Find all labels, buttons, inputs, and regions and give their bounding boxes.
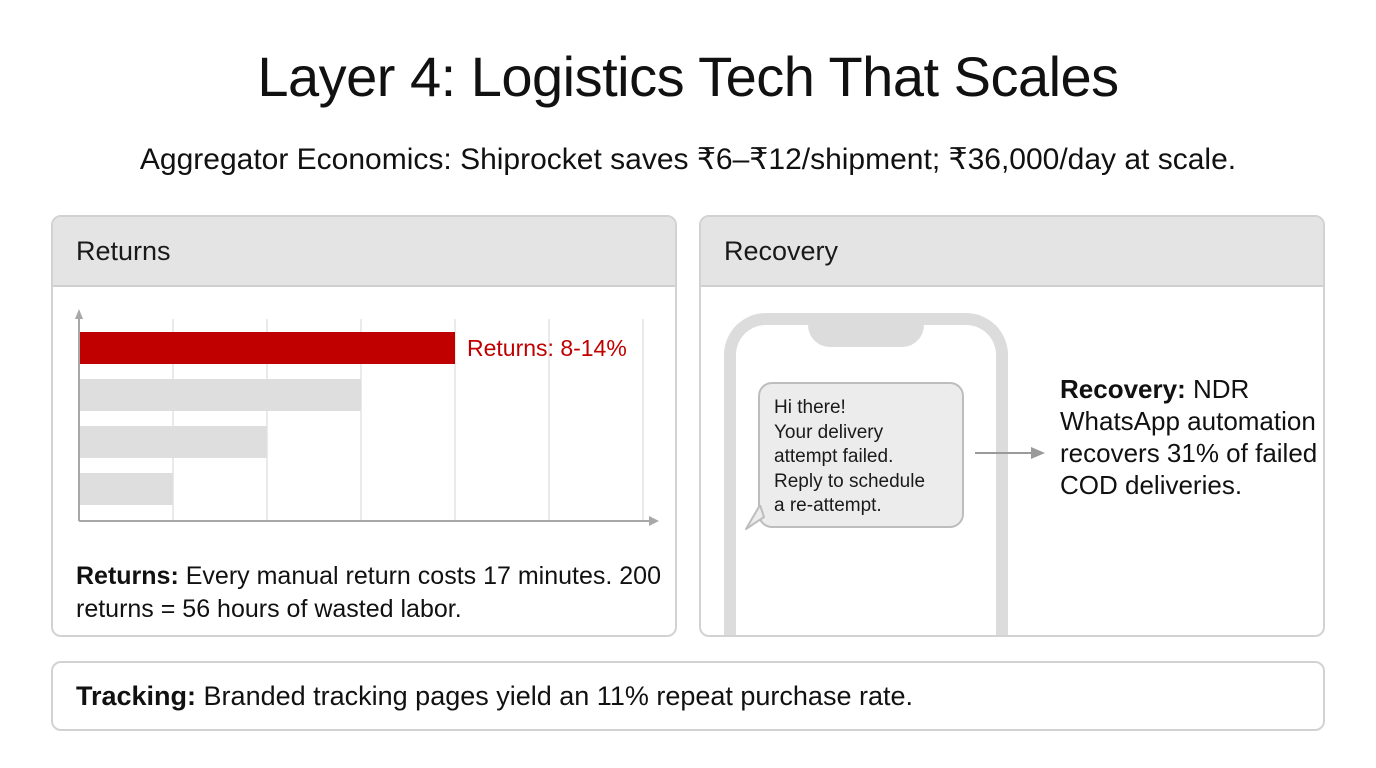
returns-bar-chart: Returns: 8-14% bbox=[75, 309, 659, 526]
message-line: Your delivery bbox=[774, 421, 884, 443]
returns-description-text: Every manual return costs 17 minutes. 20… bbox=[76, 562, 661, 623]
page-title: Layer 4: Logistics Tech That Scales bbox=[257, 45, 1119, 108]
phone-notch bbox=[808, 313, 924, 347]
chart-y-axis-arrow bbox=[75, 309, 83, 319]
recovery-panel-header: Recovery bbox=[701, 217, 1323, 287]
phone-illustration bbox=[724, 313, 1008, 635]
message-line: attempt failed. bbox=[774, 446, 894, 467]
page-subtitle: Aggregator Economics: Shiprocket saves ₹… bbox=[139, 143, 1237, 176]
chart-bar bbox=[79, 426, 267, 458]
recovery-description-text: NDR WhatsApp automation recovers 31% of … bbox=[1060, 374, 1318, 500]
returns-description-label: Returns: bbox=[76, 562, 179, 590]
recovery-description-label: Recovery: bbox=[1060, 374, 1186, 404]
whatsapp-message-bubble: Hi there! Your delivery attempt failed. … bbox=[758, 382, 964, 528]
message-line: Reply to schedule bbox=[774, 470, 926, 492]
recovery-description: Recovery: NDR WhatsApp automation recove… bbox=[1060, 373, 1320, 501]
recovery-panel: Recovery Hi there! Your delivery attempt… bbox=[699, 215, 1325, 637]
tracking-label: Tracking: bbox=[76, 681, 197, 711]
bubble-tail bbox=[745, 505, 765, 530]
message-line: Hi there! bbox=[774, 397, 846, 418]
chart-x-axis-arrow bbox=[649, 516, 659, 526]
returns-description: Returns: Every manual return costs 17 mi… bbox=[76, 560, 666, 626]
chart-data-label: Returns: 8-14% bbox=[467, 335, 627, 361]
arrow-right-icon bbox=[975, 447, 1045, 459]
chart-bar bbox=[79, 473, 173, 505]
chart-bar bbox=[79, 332, 455, 364]
tracking-text: Branded tracking pages yield an 11% repe… bbox=[196, 681, 913, 711]
returns-panel-header: Returns bbox=[53, 217, 675, 287]
returns-panel: Returns Returns: 8-14% Returns: Every ma… bbox=[51, 215, 677, 637]
chart-bar bbox=[79, 379, 361, 411]
tracking-bar: Tracking: Branded tracking pages yield a… bbox=[51, 661, 1325, 731]
message-line: a re-attempt. bbox=[774, 495, 882, 516]
